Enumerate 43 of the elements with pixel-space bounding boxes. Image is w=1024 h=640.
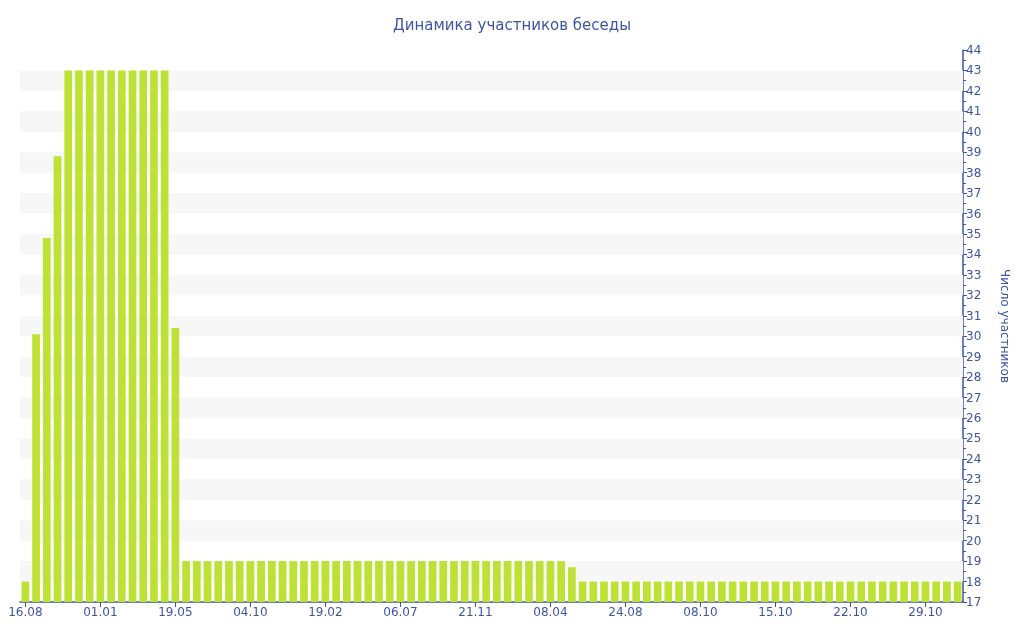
y-tick-label: 33 — [966, 267, 982, 282]
chart-title: Динамика участников беседы — [392, 15, 632, 34]
x-tick-label: 19.02 — [308, 605, 343, 619]
x-tick-label: 08.04 — [533, 605, 568, 619]
y-tick-label: 30 — [966, 329, 982, 344]
y-tick-label: 41 — [966, 104, 982, 119]
y-tick-label: 26 — [966, 411, 982, 425]
y-tick-label: 28 — [966, 370, 982, 385]
x-tick-label: 22.10 — [833, 605, 868, 619]
y-tick-label: 17 — [966, 595, 982, 609]
y-tick-label: 37 — [966, 186, 982, 201]
y-tick-label: 31 — [966, 308, 982, 323]
x-tick-label: 15.10 — [758, 605, 793, 619]
y-tick-label: 42 — [966, 83, 982, 98]
x-tick-label: 01.01 — [83, 605, 118, 619]
y-tick-label: 34 — [966, 247, 982, 262]
x-tick-label: 29.10 — [908, 605, 943, 619]
y-tick-label: 39 — [966, 145, 982, 160]
y-tick-label: 22 — [966, 492, 982, 507]
x-tick-label: 04.10 — [233, 605, 268, 619]
y-tick-label: 18 — [966, 574, 982, 589]
y-tick-label: 40 — [966, 124, 982, 139]
y-tick-label: 43 — [966, 63, 982, 78]
y-tick-label: 23 — [966, 472, 982, 487]
y-tick-label: 27 — [966, 390, 982, 405]
y-tick-label: 44 — [966, 43, 982, 57]
x-tick-label: 08.10 — [683, 605, 718, 619]
y-tick-label: 35 — [966, 227, 982, 241]
y-tick-label: 19 — [966, 554, 982, 569]
y-axis-title: Число участников — [998, 269, 1012, 383]
x-tick-label: 24.08 — [608, 605, 643, 619]
y-tick-label: 36 — [966, 206, 982, 221]
x-tick-label: 16.08 — [8, 605, 43, 619]
y-tick-label: 20 — [966, 533, 982, 548]
y-tick-label: 32 — [966, 288, 982, 303]
x-tick-label: 19.05 — [158, 605, 193, 619]
y-tick-label: 38 — [966, 165, 982, 180]
x-tick-label: 21.11 — [458, 605, 493, 619]
y-tick-label: 25 — [966, 431, 982, 446]
x-tick-label: 06.07 — [383, 605, 418, 619]
y-tick-label: 24 — [966, 451, 982, 466]
y-tick-label: 21 — [966, 513, 982, 528]
y-tick-label: 29 — [966, 349, 982, 364]
